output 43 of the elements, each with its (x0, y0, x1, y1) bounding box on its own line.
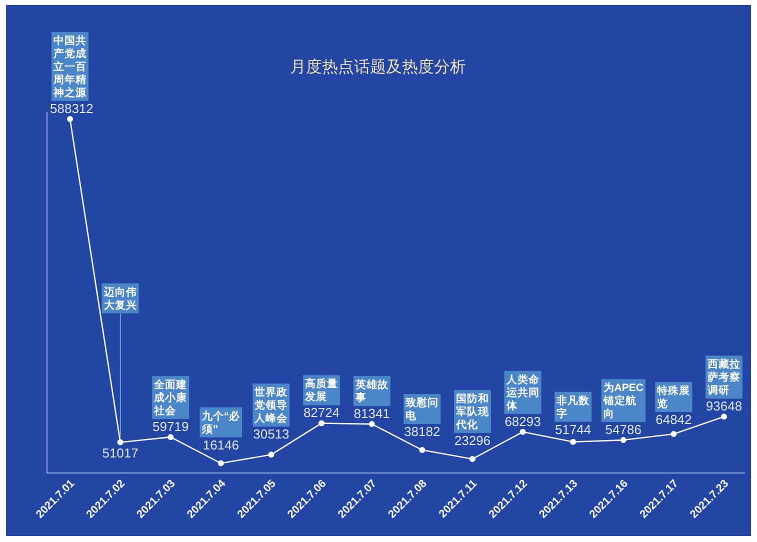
data-label: 54786 (605, 422, 642, 438)
point (520, 428, 526, 435)
annotation: 非凡数字 (556, 394, 591, 420)
annotation: 高质量发展 (304, 377, 338, 404)
annotation: 为APEC锚定航向 (602, 381, 644, 420)
annotation: 人类命运共同体 (505, 372, 540, 412)
annotation: 致慰问电 (404, 396, 439, 422)
point (168, 434, 174, 440)
point (620, 437, 626, 444)
data-label: 23296 (454, 432, 491, 448)
chart-title: 月度热点话题及热度分析 (290, 57, 466, 76)
point (368, 421, 375, 428)
annotation: 中国共产党成立一百周年精神之源 (52, 34, 88, 100)
annotation: 英雄故事 (354, 378, 390, 404)
data-label: 16146 (202, 437, 239, 452)
data-label: 64842 (656, 412, 692, 427)
point (318, 420, 325, 426)
point (218, 460, 224, 466)
point (117, 439, 124, 446)
point (570, 438, 576, 445)
data-label: 82724 (303, 405, 340, 420)
point (670, 430, 677, 437)
annotation: 九个“必须” (200, 409, 242, 436)
point (721, 414, 727, 420)
point (419, 447, 426, 454)
data-label: 51017 (102, 445, 138, 460)
annotation: 国防和军队现代化 (454, 392, 490, 431)
annotation: 全面建成小康社会 (153, 378, 188, 418)
data-label: 588312 (50, 101, 94, 116)
data-label: 51744 (555, 422, 592, 437)
data-label: 93648 (706, 398, 742, 414)
point (469, 456, 476, 462)
data-label: 59719 (152, 419, 189, 434)
point (67, 116, 73, 122)
data-label: 30513 (253, 426, 290, 442)
point (268, 452, 274, 458)
data-label: 68293 (504, 414, 541, 429)
data-label: 38182 (404, 424, 440, 440)
annotation: 特殊展览 (656, 384, 690, 410)
annotation: 迈向伟大复兴 (102, 285, 137, 312)
data-label: 81341 (354, 406, 390, 422)
annotation: 世界政党领导人峰会 (254, 386, 289, 425)
annotation: 西藏拉萨考察调研 (706, 358, 740, 397)
